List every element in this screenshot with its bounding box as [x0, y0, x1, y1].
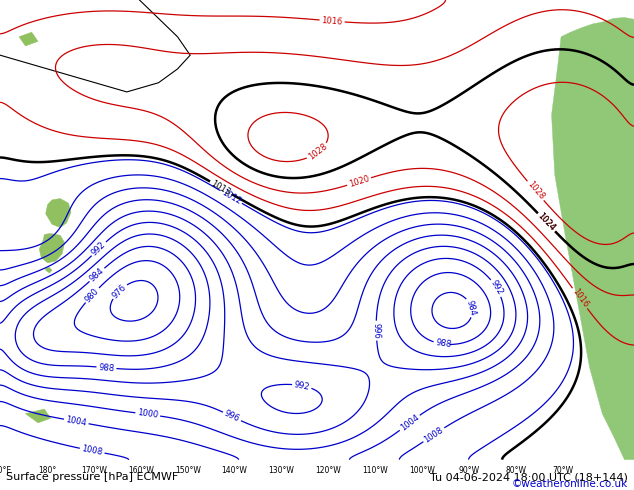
Text: 100°W: 100°W	[410, 466, 435, 475]
Text: 996: 996	[223, 409, 241, 424]
Text: 1028: 1028	[525, 180, 546, 202]
Text: 160°W: 160°W	[128, 466, 153, 475]
Text: 90°W: 90°W	[458, 466, 480, 475]
Text: 110°W: 110°W	[363, 466, 388, 475]
Text: 1013: 1013	[209, 178, 232, 197]
Text: Surface pressure [hPa] ECMWF: Surface pressure [hPa] ECMWF	[6, 472, 179, 482]
Polygon shape	[552, 18, 634, 460]
Polygon shape	[25, 409, 51, 423]
Text: 80°W: 80°W	[505, 466, 527, 475]
Text: 992: 992	[294, 380, 311, 392]
Text: 140°W: 140°W	[222, 466, 247, 475]
Text: 170°E: 170°E	[0, 466, 11, 475]
Text: 996: 996	[372, 322, 381, 339]
Text: 988: 988	[98, 363, 115, 373]
Polygon shape	[46, 198, 71, 227]
Text: 120°W: 120°W	[316, 466, 341, 475]
Text: 992: 992	[489, 279, 504, 297]
Text: 1008: 1008	[81, 444, 103, 457]
Text: 1016: 1016	[321, 16, 343, 26]
Text: 984: 984	[465, 299, 477, 317]
Text: 70°W: 70°W	[552, 466, 574, 475]
Text: 1004: 1004	[65, 415, 87, 428]
Text: 976: 976	[110, 282, 128, 300]
Text: 1004: 1004	[399, 413, 421, 433]
Text: 1028: 1028	[307, 142, 329, 162]
Text: Tu 04-06-2024 18:00 UTC (18+144): Tu 04-06-2024 18:00 UTC (18+144)	[430, 472, 628, 482]
Text: 1020: 1020	[347, 174, 370, 189]
Polygon shape	[39, 234, 65, 263]
Text: 980: 980	[84, 286, 101, 304]
Text: 180°: 180°	[39, 466, 56, 475]
Polygon shape	[19, 32, 38, 46]
Text: 1012: 1012	[220, 188, 242, 206]
Text: 984: 984	[88, 266, 106, 283]
Text: 170°W: 170°W	[81, 466, 107, 475]
Text: 992: 992	[90, 240, 108, 258]
Text: 1024: 1024	[536, 212, 557, 233]
Text: 988: 988	[435, 339, 452, 350]
Polygon shape	[46, 268, 52, 273]
Text: 1008: 1008	[422, 425, 445, 444]
Text: 1024: 1024	[536, 212, 557, 233]
Text: 130°W: 130°W	[269, 466, 294, 475]
Text: ©weatheronline.co.uk: ©weatheronline.co.uk	[512, 479, 628, 490]
Text: 1000: 1000	[137, 409, 158, 420]
Text: 1016: 1016	[570, 287, 590, 310]
Text: 150°W: 150°W	[175, 466, 200, 475]
